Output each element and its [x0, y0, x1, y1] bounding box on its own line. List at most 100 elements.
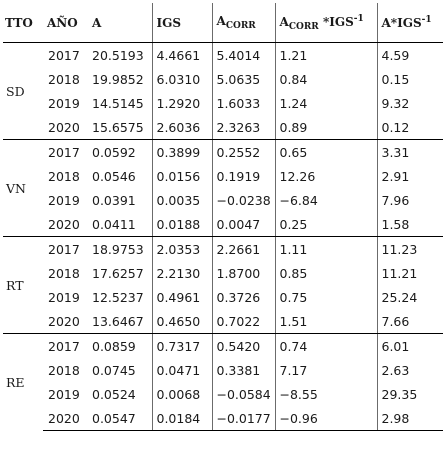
cell-a: 13.6467 — [88, 309, 152, 334]
cell-acorr: −0.0177 — [211, 406, 275, 431]
cell-a-igs: 2.98 — [376, 406, 443, 431]
table-row: 2018 19.9852 6.0310 5.0635 0.84 0.15 — [3, 67, 443, 91]
cell-igs: 0.4650 — [151, 309, 212, 334]
cell-a: 18.9753 — [88, 236, 152, 261]
table-row: 2020 0.0547 0.0184 −0.0177 −0.96 2.98 — [3, 406, 443, 431]
cell-a: 14.5145 — [92, 95, 144, 111]
cell-a: 12.5237 — [92, 289, 144, 305]
header-a-igs-sup: -1 — [421, 15, 432, 25]
cell-igs: 0.0068 — [151, 382, 212, 406]
cell-tto: VN — [3, 139, 43, 237]
cell-a-igs: 7.66 — [376, 309, 443, 334]
table-row: 2018 17.6257 2.2130 1.8700 0.85 11.21 — [3, 261, 443, 285]
cell-year: 2017 — [43, 333, 88, 358]
cell-acorr-igs: 7.17 — [274, 358, 377, 382]
cell-tto: RE — [3, 333, 43, 431]
cell-a-igs: 2.63 — [376, 358, 443, 382]
cell-igs: 6.0310 — [151, 67, 212, 91]
cell-acorr: 0.7022 — [211, 309, 275, 334]
cell-igs: 0.0188 — [151, 212, 212, 237]
cell-year: 2018 — [48, 265, 80, 281]
table-row: 2019 0.0524 0.0068 −0.0584 −8.55 29.35 — [3, 382, 443, 406]
cell-year: 2020 — [43, 406, 88, 431]
header-acorr-igs-sub: CORR — [288, 21, 319, 32]
cell-igs: 0.4961 — [151, 285, 212, 309]
table-row: 2019 14.5145 1.2920 1.6033 1.24 9.32 — [3, 91, 443, 115]
cell-year: 2018 — [48, 71, 80, 87]
header-acorr-sub: CORR — [225, 21, 256, 31]
cell-acorr: 5.4014 — [211, 42, 275, 67]
cell-acorr: 0.3381 — [211, 358, 275, 382]
cell-acorr-igs: 1.11 — [274, 236, 377, 261]
cell-a-igs: 29.35 — [376, 382, 443, 406]
header-igs: IGS — [151, 3, 212, 43]
header-acorr-igs: ACORR *IGS-1 — [274, 3, 377, 43]
table-row: 2019 12.5237 0.4961 0.3726 0.75 25.24 — [3, 285, 443, 309]
cell-year: 2020 — [43, 309, 88, 334]
cell-a: 20.5193 — [88, 42, 152, 67]
header-acorr-base: A — [216, 14, 226, 28]
cell-acorr: 2.2661 — [211, 236, 275, 261]
cell-acorr-igs: 1.24 — [274, 91, 377, 115]
cell-a-igs: 4.59 — [376, 42, 443, 67]
header-acorr-igs-base: A — [279, 14, 289, 29]
cell-igs: 2.6036 — [151, 115, 212, 140]
cell-year: 2018 — [48, 362, 80, 378]
table-row: 2020 13.6467 0.4650 0.7022 1.51 7.66 — [3, 309, 443, 334]
cell-a-igs: 0.12 — [376, 115, 443, 140]
table-row: RT 2017 18.9753 2.0353 2.2661 1.11 11.23 — [3, 236, 443, 334]
cell-a-igs: 25.24 — [376, 285, 443, 309]
cell-igs: 0.0471 — [151, 358, 212, 382]
cell-a: 17.6257 — [92, 265, 144, 281]
cell-acorr: 1.8700 — [211, 261, 275, 285]
cell-a-igs: 7.96 — [376, 188, 443, 212]
cell-acorr-igs: 0.65 — [274, 139, 377, 164]
cell-acorr-igs: −8.55 — [274, 382, 377, 406]
data-table-container: TTO AÑO A IGS ACORR ACORR *IGS-1 A*IGS-1… — [3, 3, 443, 431]
cell-year: 2017 — [43, 42, 88, 67]
header-acorr-igs-sup: -1 — [353, 13, 364, 24]
cell-a-igs: 2.91 — [376, 164, 443, 188]
cell-a: 19.9852 — [92, 71, 144, 87]
cell-acorr-igs: 0.89 — [274, 115, 377, 140]
cell-a-igs: 11.23 — [376, 236, 443, 261]
table-row: 2020 15.6575 2.6036 2.3263 0.89 0.12 — [3, 115, 443, 140]
table-row: 2019 0.0391 0.0035 −0.0238 −6.84 7.96 — [3, 188, 443, 212]
cell-acorr: 0.5420 — [211, 333, 275, 358]
cell-a: 0.0524 — [92, 386, 136, 402]
cell-a-igs: 0.15 — [376, 67, 443, 91]
cell-year: 2019 — [48, 95, 80, 111]
cell-igs: 0.7317 — [151, 333, 212, 358]
cell-acorr-igs: 0.75 — [274, 285, 377, 309]
header-acorr: ACORR — [211, 3, 275, 43]
cell-tto: SD — [3, 42, 43, 140]
cell-igs: 0.0184 — [151, 406, 212, 431]
cell-a-igs: 3.31 — [376, 139, 443, 164]
cell-acorr-igs: 0.74 — [274, 333, 377, 358]
table-row: VN 2017 0.0592 0.3899 0.2552 0.65 3.31 — [3, 139, 443, 237]
cell-year: 2019 — [48, 192, 80, 208]
cell-acorr-igs: 1.51 — [274, 309, 377, 334]
cell-acorr: 2.3263 — [211, 115, 275, 140]
cell-a: 0.0592 — [88, 139, 152, 164]
table-header: TTO AÑO A IGS ACORR ACORR *IGS-1 A*IGS-1 — [3, 3, 443, 43]
cell-igs: 0.3899 — [151, 139, 212, 164]
cell-a: 0.0859 — [88, 333, 152, 358]
header-a-igs: A*IGS-1 — [376, 3, 443, 43]
cell-igs: 2.0353 — [151, 236, 212, 261]
cell-acorr: 0.3726 — [211, 285, 275, 309]
cell-igs: 0.0035 — [151, 188, 212, 212]
table-row: 2018 0.0745 0.0471 0.3381 7.17 2.63 — [3, 358, 443, 382]
cell-year: 2019 — [48, 289, 80, 305]
cell-a: 15.6575 — [88, 115, 152, 140]
cell-a: 0.0391 — [92, 192, 136, 208]
header-row: TTO AÑO A IGS ACORR ACORR *IGS-1 A*IGS-1 — [3, 3, 443, 43]
header-a-igs-base: A*IGS — [381, 16, 422, 30]
cell-a-igs: 11.21 — [376, 261, 443, 285]
cell-year: 2017 — [43, 139, 88, 164]
cell-a-igs: 1.58 — [376, 212, 443, 237]
cell-acorr: −0.0238 — [211, 188, 275, 212]
cell-acorr: 0.2552 — [211, 139, 275, 164]
cell-a-igs: 6.01 — [376, 333, 443, 358]
cell-acorr-igs: −6.84 — [274, 188, 377, 212]
